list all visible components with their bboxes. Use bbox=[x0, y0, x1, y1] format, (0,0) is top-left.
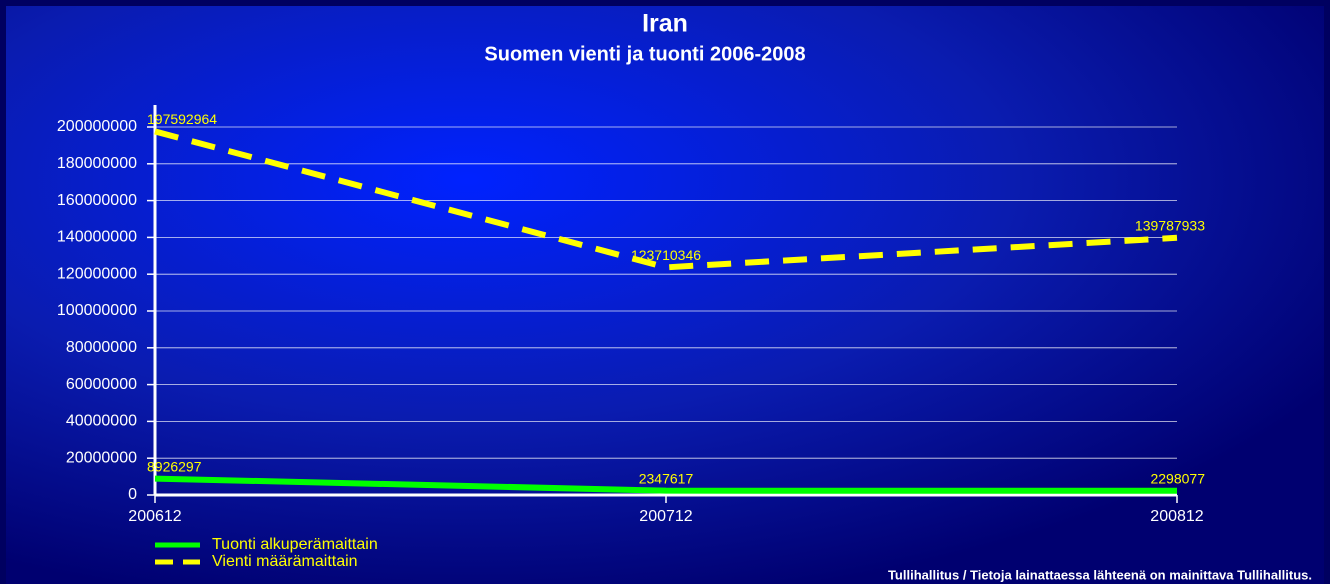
data-label: 8926297 bbox=[147, 458, 202, 474]
x-tick-label: 200712 bbox=[639, 508, 692, 525]
data-label: 139787933 bbox=[1135, 217, 1205, 233]
y-tick-label: 60000000 bbox=[66, 376, 137, 393]
background bbox=[6, 6, 1324, 584]
data-label: 123710346 bbox=[631, 247, 701, 263]
y-tick-label: 100000000 bbox=[57, 302, 137, 319]
data-label: 2347617 bbox=[639, 470, 694, 486]
y-tick-label: 180000000 bbox=[57, 155, 137, 172]
chart-subtitle: Suomen vienti ja tuonti 2006-2008 bbox=[484, 43, 805, 65]
y-tick-label: 20000000 bbox=[66, 449, 137, 466]
footer: Tullihallitus / Tietoja lainattaessa läh… bbox=[888, 567, 1312, 582]
y-tick-label: 80000000 bbox=[66, 339, 137, 356]
series-line bbox=[154, 475, 1178, 494]
legend-dot bbox=[189, 559, 195, 565]
data-label: 2298077 bbox=[1150, 470, 1205, 486]
y-tick-label: 0 bbox=[128, 486, 137, 503]
x-tick-label: 200812 bbox=[1150, 508, 1203, 525]
y-tick-label: 140000000 bbox=[57, 229, 137, 246]
y-tick-label: 40000000 bbox=[66, 413, 137, 430]
x-tick-label: 200612 bbox=[128, 508, 181, 525]
y-tick-label: 120000000 bbox=[57, 265, 137, 282]
data-label: 197592964 bbox=[147, 111, 217, 127]
y-tick-label: 200000000 bbox=[57, 118, 137, 135]
legend-label: Tuonti alkuperämaittain bbox=[212, 536, 378, 553]
chart-title: Iran bbox=[642, 10, 688, 38]
y-tick-label: 160000000 bbox=[57, 192, 137, 209]
legend-label: Vienti määrämaittain bbox=[212, 553, 358, 570]
